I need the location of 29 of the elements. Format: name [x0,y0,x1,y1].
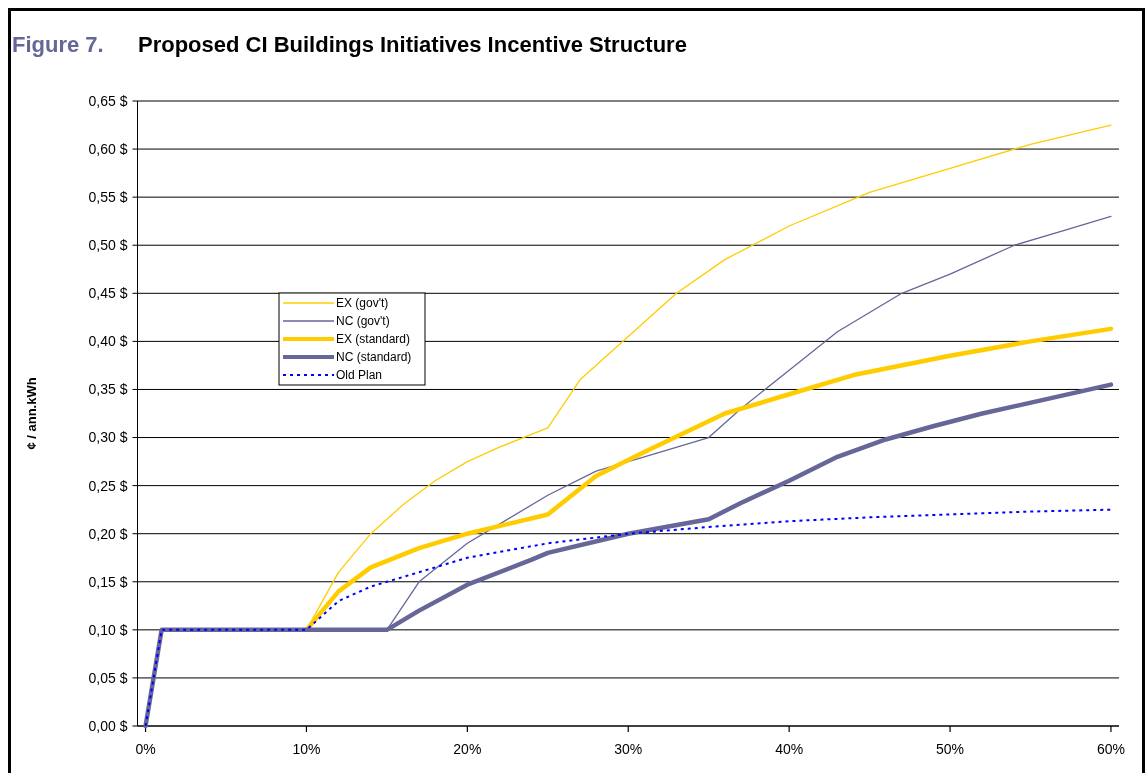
y-tick-label: 0,60 $ [88,140,128,157]
legend-label: EX (gov't) [336,296,389,311]
y-tick-label: 0,40 $ [88,333,128,350]
x-tick-label: 30% [614,741,643,757]
y-tick-label: 0,65 $ [88,92,128,109]
legend-label: EX (standard) [336,332,411,347]
y-tick-label: 0,25 $ [88,477,128,494]
y-tick-label: 0,20 $ [88,525,128,542]
y-tick-label: 0,00 $ [88,717,128,734]
x-tick-label: 50% [936,741,965,757]
x-tick-label: 60% [1096,741,1125,757]
x-tick-label: 40% [775,741,804,757]
y-tick-label: 0,45 $ [88,285,128,302]
y-tick-label: 0,15 $ [88,573,128,590]
y-tick-label: 0,10 $ [88,621,128,638]
x-tick-label: 20% [453,741,482,757]
y-tick-label: 0,35 $ [88,381,128,398]
y-axis-title: ¢ / ann.kWh [24,377,39,450]
legend-label: NC (gov't) [336,314,390,329]
chart-title: Proposed CI Buildings Initiatives Incentive Structure [138,32,687,57]
legend-label: NC (standard) [336,350,412,365]
y-tick-label: 0,05 $ [88,669,128,686]
caption: Figure 7. [12,32,104,57]
x-tick-label: 0% [135,741,156,757]
legend-label: Old Plan [336,368,383,383]
y-tick-label: 0,55 $ [88,189,128,206]
y-tick-label: 0,50 $ [88,237,128,254]
x-tick-label: 10% [292,741,321,757]
y-tick-label: 0,30 $ [88,429,128,446]
